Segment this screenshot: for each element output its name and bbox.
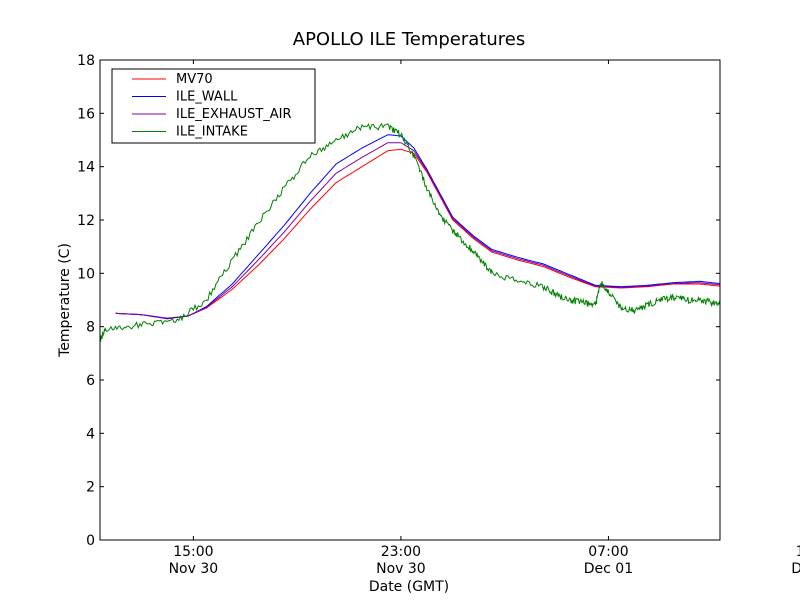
plot-lines: [100, 122, 720, 342]
x-tick-time-label: 15:00: [173, 544, 213, 560]
y-axis-label: Temperature (C): [57, 243, 73, 358]
x-axis-label: Date (GMT): [369, 579, 449, 595]
chart-title: APOLLO ILE Temperatures: [293, 29, 525, 50]
y-axis-ticks: 0 2 4 6 8 10 12 14 16 18: [77, 53, 720, 549]
legend-box: [111, 68, 316, 144]
series-line-ile-wall: [115, 134, 720, 320]
y-tick-label: 16: [77, 106, 95, 122]
y-tick-label: 0: [86, 533, 95, 549]
x-tick-time-label: 23:00: [381, 544, 421, 560]
x-tick-date-label: Dec 01: [584, 561, 633, 577]
y-tick-label: 14: [77, 160, 95, 176]
y-tick-label: 8: [86, 320, 95, 336]
y-tick-label: 6: [86, 373, 95, 389]
y-tick-label: 18: [77, 53, 95, 69]
series-line-ile-intake: [100, 122, 720, 342]
x-tick-date-label: Nov 30: [169, 561, 219, 577]
series-line-ile-exhaust-air: [115, 142, 720, 319]
x-tick-date-label: Nov 30: [376, 561, 426, 577]
legend-entry-label: ILE_INTAKE: [176, 125, 248, 140]
legend-entry-label: ILE_WALL: [176, 90, 238, 105]
x-tick-time-label: 07:00: [588, 544, 628, 560]
y-tick-label: 12: [77, 213, 95, 229]
legend-entry-label: MV70: [176, 72, 213, 87]
y-tick-label: 4: [86, 426, 95, 442]
y-tick-label: 2: [86, 480, 95, 496]
x-tick-date-label: Dec 01: [791, 561, 800, 577]
legend: MV70 ILE_WALL ILE_EXHAUST_AIR ILE_INTAKE: [111, 68, 316, 144]
y-tick-label: 10: [77, 266, 95, 282]
x-tick-time-label: 15:00: [796, 544, 800, 560]
plot-frame: [99, 59, 721, 541]
series-line-mv70: [115, 148, 720, 320]
legend-entry-label: ILE_EXHAUST_AIR: [176, 107, 292, 122]
